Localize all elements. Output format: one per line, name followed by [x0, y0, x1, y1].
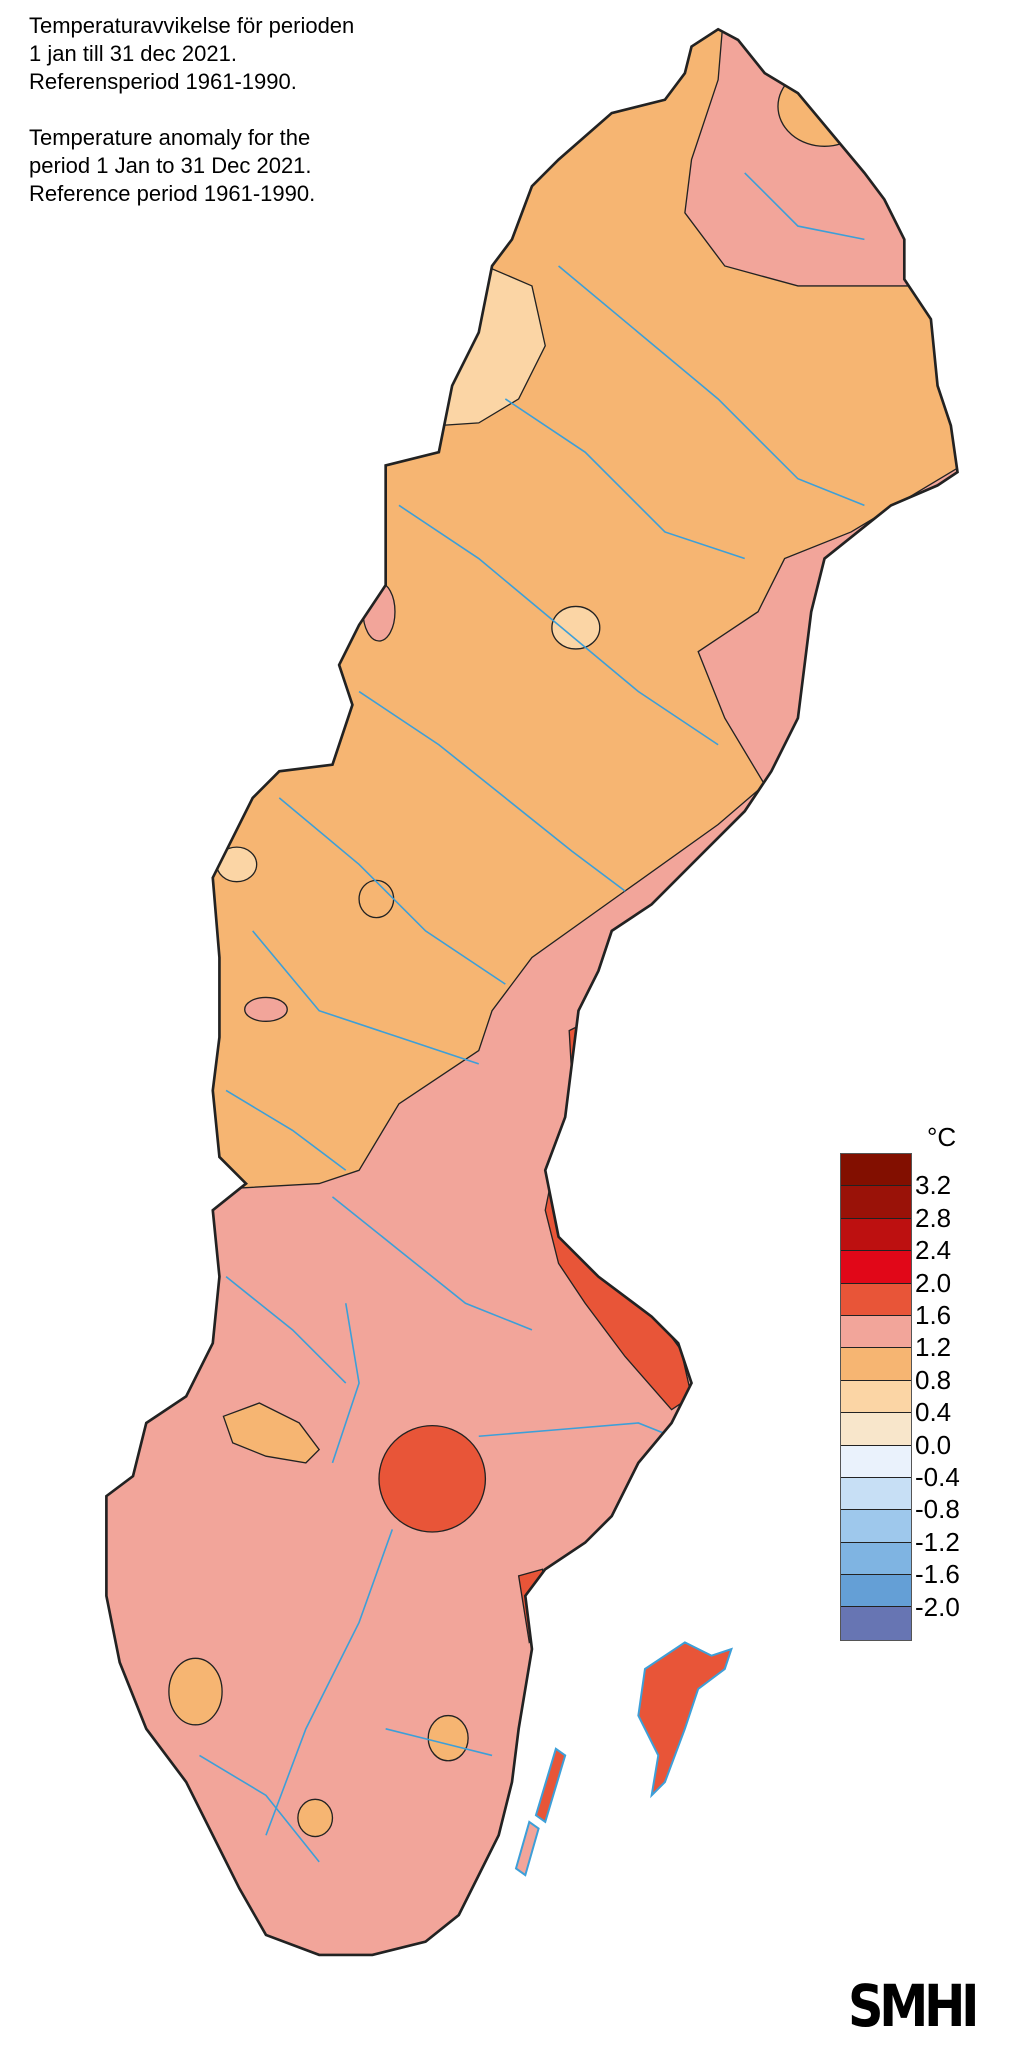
- region-0-4-to-0-8-lake: [551, 605, 601, 650]
- legend-unit: °C: [927, 1122, 957, 1152]
- oland-south: [514, 1820, 540, 1877]
- legend-label: 1.2: [915, 1332, 952, 1363]
- color-legend: °C 3.2 2.8 2.4 2.0 1.6 1.2 0.8 0.4 0.0 -0.4 -0.8 -1…: [835, 1122, 1024, 1670]
- legend-swatch: [841, 1380, 911, 1414]
- legend-swatch: [841, 1542, 911, 1576]
- legend-label: -0.8: [915, 1494, 960, 1525]
- legend-label: 3.2: [915, 1170, 952, 1201]
- legend-swatch: [841, 1283, 911, 1316]
- title-en-line-1: Temperature anomaly for the: [29, 125, 311, 150]
- legend-color-bar: [840, 1153, 912, 1641]
- region-above-1-6-inland: [378, 1424, 487, 1533]
- legend-label: -2.0: [915, 1591, 960, 1622]
- region-0-8-to-1-2-north: [777, 65, 872, 147]
- map-title: Temperaturavvikelse för perioden 1 jan t…: [29, 12, 354, 208]
- legend-label: 0.8: [915, 1364, 952, 1395]
- legend-swatch: [841, 1575, 911, 1608]
- gotland-island: [637, 1641, 734, 1799]
- legend-swatch: [841, 1251, 911, 1284]
- legend-label: 2.4: [915, 1235, 952, 1266]
- region-0-4-to-0-8-west: [216, 846, 258, 883]
- title-sv-line-2: 1 jan till 31 dec 2021.: [29, 41, 237, 66]
- region-0-8-to-1-2-west-coast: [168, 1657, 223, 1726]
- smhi-logo: SMHI: [848, 1972, 979, 2040]
- legend-swatch: [841, 1445, 911, 1478]
- region-0-8-to-1-2-south: [297, 1798, 334, 1838]
- legend-swatch: [841, 1477, 911, 1511]
- title-sv-line-3: Referensperiod 1961-1990.: [29, 69, 297, 94]
- legend-swatch: [841, 1154, 911, 1187]
- legend-label: 2.0: [915, 1267, 952, 1298]
- region-0-8-to-1-2-smaland: [427, 1714, 469, 1762]
- legend-label: -1.6: [915, 1559, 960, 1590]
- legend-label: 0.0: [915, 1429, 952, 1460]
- rivers: [199, 172, 865, 1863]
- region-0-8-to-1-2-vanern: [222, 1402, 321, 1464]
- region-pink-patch-2: [244, 996, 288, 1023]
- legend-swatch: [841, 1413, 911, 1446]
- legend-label: 2.8: [915, 1202, 952, 1233]
- title-en-line-2: period 1 Jan to 31 Dec 2021.: [29, 153, 312, 178]
- legend-swatch: [841, 1186, 911, 1219]
- legend-swatch: [841, 1348, 911, 1381]
- oland-island: [534, 1747, 567, 1824]
- legend-label: 1.6: [915, 1300, 952, 1330]
- legend-swatch: [841, 1218, 911, 1252]
- legend-swatch: [841, 1607, 911, 1640]
- region-orange-patch: [358, 879, 395, 919]
- title-en-line-3: Reference period 1961-1990.: [29, 181, 316, 206]
- legend-label: -1.2: [915, 1526, 960, 1557]
- legend-label: -0.4: [915, 1462, 960, 1492]
- legend-swatch: [841, 1510, 911, 1543]
- legend-label: 0.4: [915, 1397, 952, 1428]
- legend-swatch: [841, 1315, 911, 1349]
- title-sv-line-1: Temperaturavvikelse för perioden: [29, 13, 355, 38]
